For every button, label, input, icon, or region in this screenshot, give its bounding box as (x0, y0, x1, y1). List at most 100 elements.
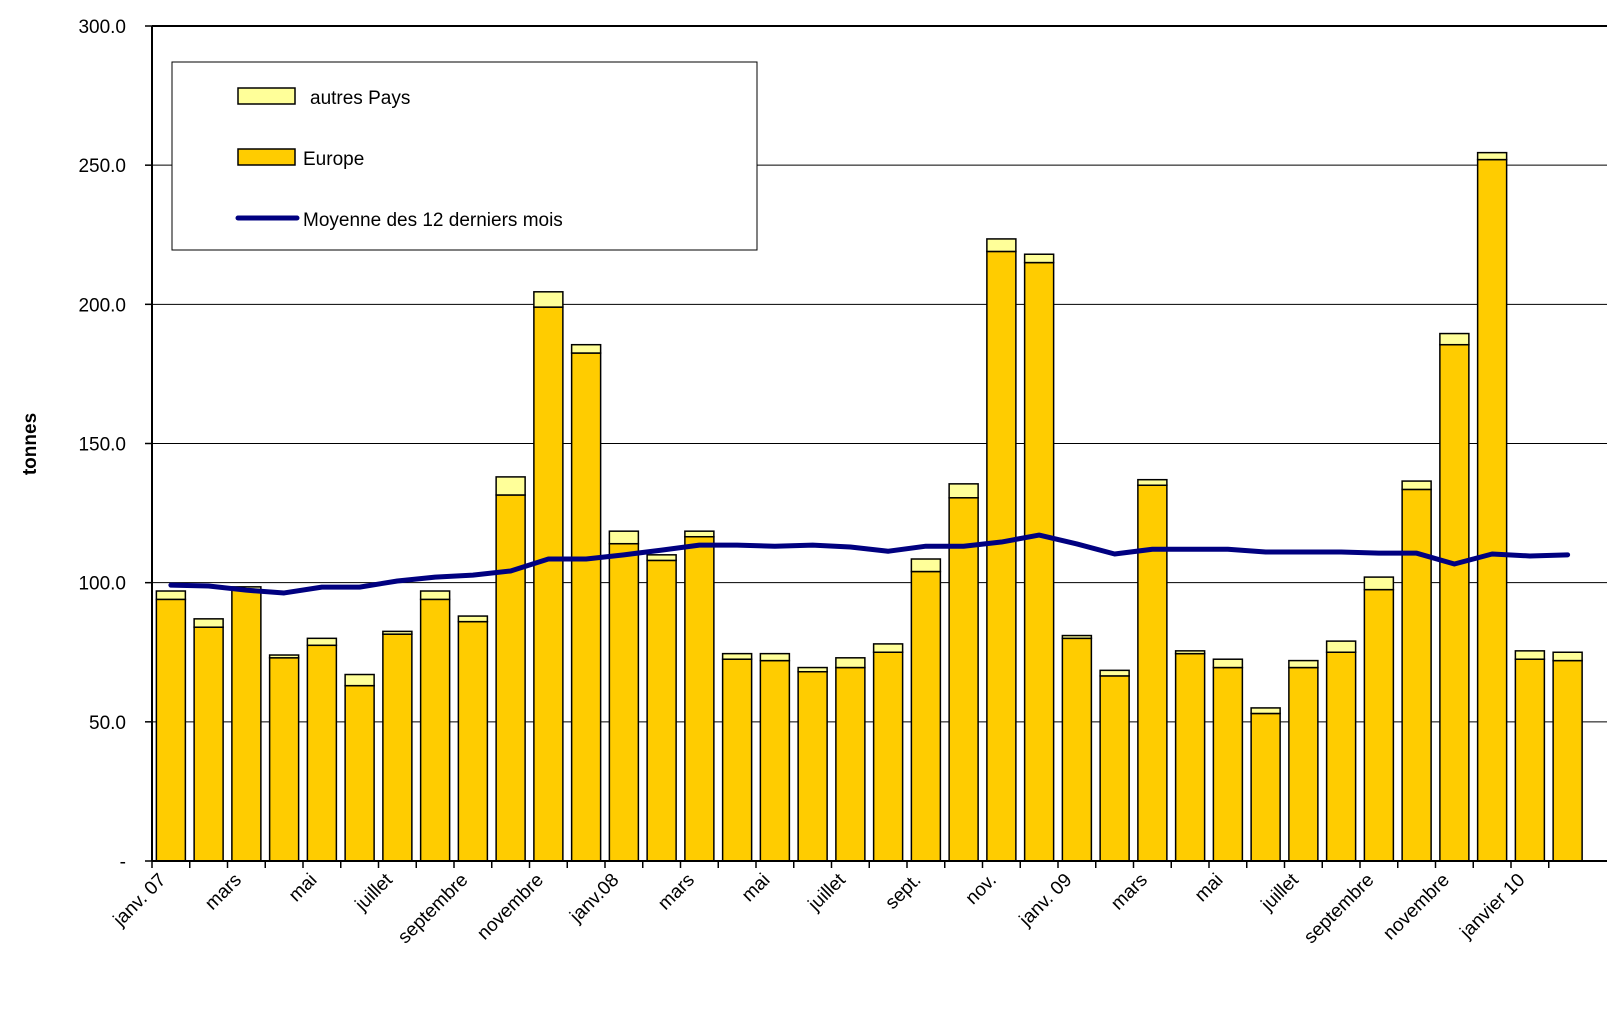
bar-segment (533, 291, 564, 308)
bar-segment (419, 598, 451, 862)
bar-segment (1137, 484, 1168, 862)
bar-segment (306, 644, 338, 862)
x-tick-label: mai (285, 870, 322, 907)
bar-segment (155, 590, 187, 601)
legend-label: Europe (303, 149, 364, 170)
x-tick-label: juillet (351, 869, 398, 916)
bar-segment (1476, 158, 1508, 862)
bar-segment (193, 618, 224, 628)
bar-segment (155, 598, 187, 862)
bar-segment (721, 652, 753, 660)
bar-segment (721, 658, 753, 862)
bar-segment (1137, 478, 1168, 486)
bar-segment (1061, 637, 1093, 862)
bar-segment (1288, 666, 1319, 862)
bar-segment (948, 483, 979, 499)
bar-segment (1325, 651, 1357, 862)
bar-segment (570, 352, 602, 862)
bar-segment (1023, 261, 1055, 862)
bar-segment (986, 238, 1017, 253)
bar-segment (382, 633, 413, 862)
bar-segment (1439, 343, 1470, 862)
bar-segment (570, 343, 602, 354)
average-line (168, 532, 1571, 596)
bar-segment (457, 615, 489, 623)
bar-segment (457, 620, 489, 862)
bar-segment (1476, 151, 1508, 161)
bar-segment (1212, 658, 1244, 669)
bar-segment (872, 651, 904, 862)
x-tick-label: mars (201, 870, 246, 915)
y-tick-label: - (120, 852, 126, 873)
x-tick-label: mai (1191, 870, 1228, 907)
bar-segment (1250, 712, 1281, 862)
legend-swatch (237, 148, 296, 166)
bar-segment (1363, 576, 1395, 591)
bar-segment (268, 654, 300, 659)
bar-segment (646, 554, 677, 562)
legend-label: autres Pays (310, 88, 410, 109)
x-tick-label: sept. (881, 870, 925, 914)
bar-segment (1250, 707, 1281, 715)
bar-segment (986, 250, 1017, 862)
bar-segment (835, 657, 866, 669)
x-tick-label: janvier 10 (1456, 870, 1530, 944)
y-tick-label: 200.0 (78, 295, 126, 316)
bar-segment (533, 306, 564, 862)
bar-segment (608, 542, 640, 862)
bar-segment (948, 497, 979, 862)
bar-segment (1552, 659, 1583, 862)
bar-segment (193, 626, 224, 862)
bar-segment (1099, 675, 1130, 862)
bar-segment (344, 684, 375, 862)
y-tick-label: 250.0 (78, 156, 126, 177)
bar-segment (759, 652, 791, 662)
bar-segment (1099, 669, 1130, 677)
bar-segment (1514, 650, 1546, 660)
bar-segment (495, 494, 526, 862)
bar-segment (495, 476, 526, 496)
bar-segment (1212, 666, 1244, 862)
y-tick-label: 150.0 (78, 435, 126, 456)
bar-segment (268, 657, 300, 862)
legend-label: Moyenne des 12 derniers mois (303, 210, 563, 231)
bar-segment (1174, 652, 1206, 862)
x-tick-label: novembre (1379, 870, 1454, 945)
x-tick-label: mai (738, 870, 775, 907)
bar-segment (835, 666, 866, 862)
x-tick-label: juillet (1257, 869, 1304, 916)
bar-segment (1061, 634, 1093, 640)
bar-segment (1174, 650, 1206, 655)
bar-segment (684, 530, 715, 538)
x-tick-label: mars (654, 870, 699, 915)
bar-segment (1363, 588, 1395, 862)
bar-segment (910, 570, 942, 862)
x-tick-label: mars (1107, 870, 1152, 915)
bar-segment (231, 588, 262, 862)
y-tick-label: 100.0 (78, 574, 126, 595)
bar-segment (1439, 332, 1470, 346)
bar-segment (1401, 480, 1432, 491)
x-tick-label: janv. 09 (1015, 870, 1077, 932)
bar-segment (419, 590, 451, 601)
bar-segment (646, 559, 677, 862)
bar-segment (797, 666, 828, 673)
bar-segment (759, 659, 791, 862)
bar-segment (608, 530, 640, 545)
x-tick-label: septembre (1300, 870, 1378, 948)
x-tick-label: janv.08 (566, 870, 624, 928)
bar-segment (306, 637, 338, 647)
x-tick-label: janv. 07 (109, 870, 171, 932)
y-axis-label: tonnes (20, 413, 41, 475)
bar-segment (382, 630, 413, 635)
bar-segment (1288, 659, 1319, 669)
x-tick-label: juillet (804, 869, 851, 916)
bar-segment (1023, 253, 1055, 264)
bar-segment (684, 535, 715, 862)
bar-segment (872, 643, 904, 654)
y-tick-label: 300.0 (78, 17, 126, 38)
x-tick-label: septembre (394, 870, 472, 948)
legend: autres Pays Europe Moyenne des 12 derniers… (171, 61, 758, 251)
x-tick-label: nov. (962, 870, 1001, 909)
